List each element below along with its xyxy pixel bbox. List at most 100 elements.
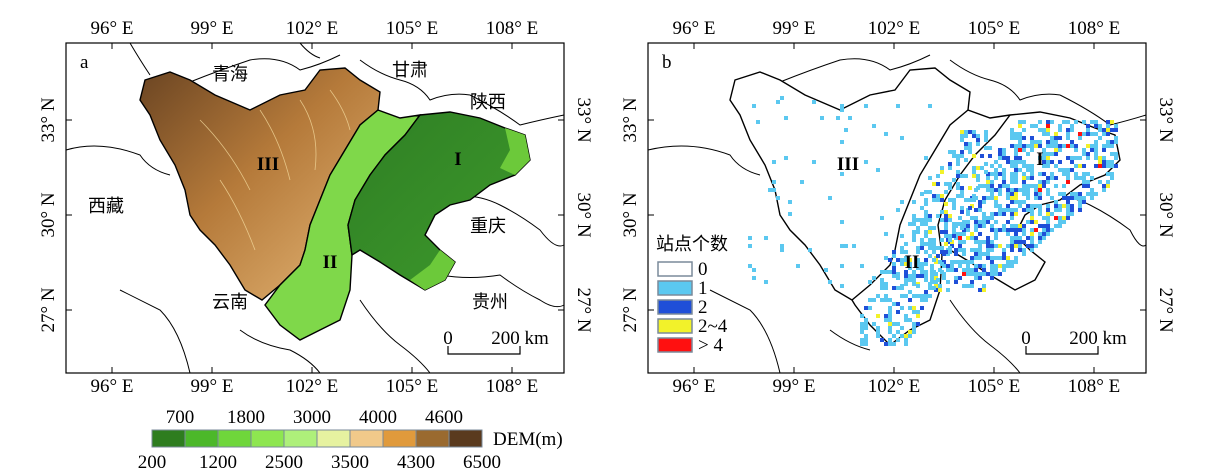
station-cell: [986, 248, 990, 252]
station-cell: [908, 298, 912, 302]
station-cell: [1054, 224, 1058, 228]
station-cell: [904, 294, 908, 298]
province-gansu: 甘肃: [392, 60, 428, 81]
province-yunnan: 云南: [212, 292, 248, 313]
station-cell: [1038, 208, 1042, 212]
station-cell: [812, 160, 816, 164]
station-cell: [974, 264, 978, 268]
station-cell: [940, 230, 944, 234]
station-cell: [986, 252, 990, 256]
station-cell: [944, 250, 948, 254]
station-cell: [928, 282, 932, 286]
station-cell: [1014, 224, 1018, 228]
station-cell: [860, 330, 864, 334]
station-cell: [1002, 176, 1006, 180]
station-cell: [974, 252, 978, 256]
station-cell: [904, 242, 908, 246]
station-cell: [966, 260, 970, 264]
station-cell: [994, 272, 998, 276]
station-cell: [1054, 200, 1058, 204]
station-cell: [836, 116, 840, 120]
station-cell: [1106, 172, 1110, 176]
station-cell: [932, 194, 936, 198]
station-cell: [1042, 216, 1046, 220]
station-cell: [1010, 236, 1014, 240]
station-cell: [960, 130, 964, 134]
station-cell: [954, 280, 958, 284]
station-cell: [884, 318, 888, 322]
station-cell: [1046, 220, 1050, 224]
station-cell: [1010, 224, 1014, 228]
station-cell: [1022, 240, 1026, 244]
station-cell: [1046, 176, 1050, 180]
colorbar-cell: [316, 429, 351, 448]
station-cell: [1074, 144, 1078, 148]
station-cell: [966, 212, 970, 216]
station-cell: [1002, 148, 1006, 152]
station-cell: [1098, 124, 1102, 128]
station-cell: [1050, 136, 1054, 140]
station-cell: [960, 206, 964, 210]
cb-upper-5: 4600: [425, 407, 463, 428]
station-cell: [1066, 216, 1070, 220]
station-cell: [994, 232, 998, 236]
station-cell: [1090, 188, 1094, 192]
station-cell: [1062, 144, 1066, 148]
station-cell: [978, 264, 982, 268]
station-cell: [1006, 192, 1010, 196]
station-cell: [1014, 144, 1018, 148]
station-cell: [1054, 204, 1058, 208]
station-cell: [1014, 132, 1018, 136]
b-scale-bar: 0 200 km: [1021, 328, 1127, 355]
station-cell: [904, 274, 908, 278]
station-cell: [1074, 196, 1078, 200]
station-cell: [940, 250, 944, 254]
b-region-ii: II: [905, 252, 920, 273]
station-cell: [998, 212, 1002, 216]
station-cell: [860, 322, 864, 326]
station-cell: [1062, 120, 1066, 124]
station-cell: [1058, 124, 1062, 128]
station-cell: [1078, 156, 1082, 160]
station-cell: [1034, 184, 1038, 188]
station-cell: [904, 318, 908, 322]
station-cell: [1078, 200, 1082, 204]
station-cell: [796, 264, 800, 268]
station-cell: [1062, 204, 1066, 208]
station-cell: [1102, 184, 1106, 188]
station-cell: [960, 150, 964, 154]
station-cell: [1078, 164, 1082, 168]
station-cell: [1014, 168, 1018, 172]
station-cell: [924, 270, 928, 274]
station-cell: [982, 196, 986, 200]
station-cell: [1074, 164, 1078, 168]
a-top-lon-5: 108° E: [486, 18, 538, 39]
station-cell: [954, 252, 958, 256]
station-cell: [1022, 164, 1026, 168]
station-cell: [844, 128, 848, 132]
station-cell: [954, 276, 958, 280]
station-cell: [1102, 128, 1106, 132]
station-cell: [1026, 168, 1030, 172]
station-cell: [936, 254, 940, 258]
station-cell: [954, 260, 958, 264]
station-cell: [1082, 176, 1086, 180]
station-cell: [986, 240, 990, 244]
station-cell: [916, 246, 920, 250]
station-cell: [884, 132, 888, 136]
b-right-lat-2: 30° N: [1155, 192, 1176, 237]
station-cell: [982, 216, 986, 220]
station-cell: [928, 246, 932, 250]
station-cell: [970, 236, 974, 240]
station-cell: [1038, 184, 1042, 188]
station-cell: [1010, 240, 1014, 244]
station-cell: [880, 282, 884, 286]
station-cell: [964, 146, 968, 150]
station-cell: [972, 154, 976, 158]
station-cell: [880, 216, 884, 220]
station-cell: [900, 246, 904, 250]
station-cell: [1054, 216, 1058, 220]
station-cell: [1086, 128, 1090, 132]
station-cell: [970, 284, 974, 288]
